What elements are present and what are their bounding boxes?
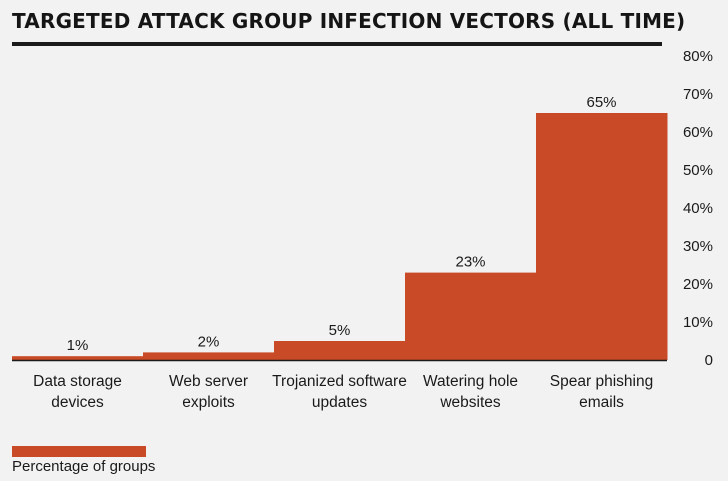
bar-3 xyxy=(405,272,537,360)
x-tick-label-0: Data storage devices xyxy=(33,373,122,411)
legend-swatch xyxy=(12,446,146,457)
x-tick-label-1: Web server exploits xyxy=(169,373,248,411)
y-tick-label-6: 60% xyxy=(683,124,713,141)
data-label-3: 23% xyxy=(455,254,485,271)
bar-4 xyxy=(536,113,668,360)
bar-2 xyxy=(274,341,406,360)
bars-group xyxy=(12,113,668,360)
chart-title: TARGETED ATTACK GROUP INFECTION VECTORS … xyxy=(12,9,686,33)
x-tick-label-4: Spear phishing emails xyxy=(550,373,653,411)
bar-0 xyxy=(12,356,144,360)
bar-1 xyxy=(143,352,275,360)
data-labels-group: 1% 2% 5% 23% 65% xyxy=(67,94,617,354)
y-tick-label-1: 10% xyxy=(683,314,713,331)
y-tick-label-2: 20% xyxy=(683,276,713,293)
data-label-4: 65% xyxy=(586,94,616,111)
data-label-0: 1% xyxy=(67,337,89,354)
data-label-1: 2% xyxy=(198,333,220,350)
data-label-2: 5% xyxy=(329,322,351,339)
title-rule xyxy=(12,42,662,46)
x-tick-labels-group: Data storage devices Web server exploits Tro… xyxy=(33,373,653,411)
y-tick-label-0: 0 xyxy=(705,352,713,369)
x-tick-label-2: Trojanized software updates xyxy=(272,373,407,411)
y-tick-label-4: 40% xyxy=(683,200,713,217)
y-tick-labels-group: 0 10% 20% 30% 40% 50% 60% 70% 80% xyxy=(683,48,713,369)
y-tick-label-5: 50% xyxy=(683,162,713,179)
y-tick-label-3: 30% xyxy=(683,238,713,255)
y-tick-label-8: 80% xyxy=(683,48,713,65)
legend-label: Percentage of groups xyxy=(12,458,156,475)
y-tick-label-7: 70% xyxy=(683,86,713,103)
x-tick-label-3: Watering hole websites xyxy=(423,373,518,411)
